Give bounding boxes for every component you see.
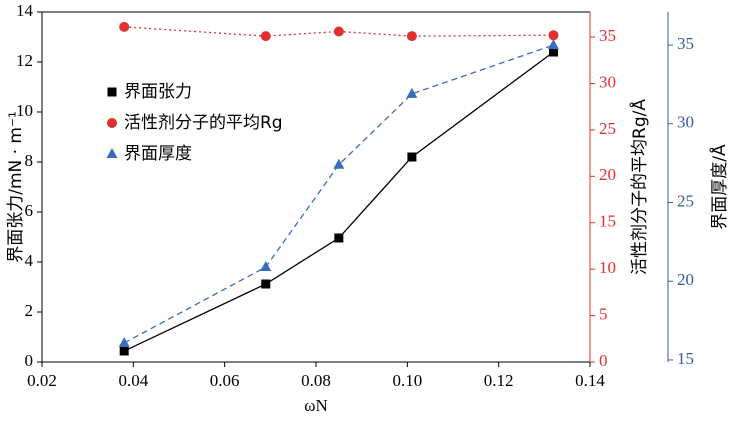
legend-label: 界面厚度 [124, 144, 192, 164]
x-tick-label: 0.14 [575, 371, 605, 390]
y2-tick-label: 5 [599, 304, 608, 323]
circle-marker [119, 21, 130, 32]
y2-tick-label: 0 [599, 351, 608, 370]
y-tick-label: 12 [16, 51, 33, 70]
triangle-marker [547, 39, 559, 50]
y3-axis-title: 界面厚度/Å [708, 144, 730, 230]
square-marker [107, 87, 117, 97]
y2-tick-label: 25 [599, 119, 616, 138]
x-tick-label: 0.12 [484, 371, 514, 390]
triangle-marker [118, 336, 130, 347]
circle-marker [107, 118, 117, 128]
triangle-marker [333, 158, 345, 169]
y-tick-label: 6 [25, 201, 34, 220]
y3-tick-label: 25 [677, 191, 694, 210]
square-marker [119, 346, 129, 356]
square-marker [261, 279, 271, 289]
y-tick-label: 8 [25, 151, 34, 170]
y-tick-label: 10 [16, 101, 33, 120]
y2-tick-label: 30 [599, 72, 616, 91]
y-tick-label: 0 [25, 351, 34, 370]
y2-tick-label: 10 [599, 258, 616, 277]
x-tick-label: 0.10 [392, 371, 422, 390]
y2-tick-label: 20 [599, 165, 616, 184]
y2-tick-label: 35 [599, 26, 616, 45]
y3-tick-label: 30 [677, 113, 694, 132]
circle-marker [333, 26, 344, 37]
square-marker [548, 47, 558, 57]
triangle-marker [406, 87, 418, 98]
y-axis-title: 界面张力/mN · m⁻¹ [6, 111, 26, 263]
y3-tick-label: 20 [677, 270, 694, 289]
x-tick-label: 0.04 [118, 371, 148, 390]
x-tick-label: 0.08 [301, 371, 331, 390]
y-tick-label: 2 [25, 301, 34, 320]
legend-label: 活性剂分子的平均Rg [124, 113, 283, 133]
x-tick-label: 0.02 [27, 371, 57, 390]
x-tick-label: 0.06 [210, 371, 240, 390]
circle-marker [406, 31, 417, 42]
x-axis-title: ωN [304, 396, 327, 415]
y3-tick-label: 35 [677, 34, 694, 53]
y3-tick-label: 15 [677, 349, 694, 368]
y2-tick-label: 15 [599, 212, 616, 231]
circle-marker [260, 31, 271, 42]
legend-label: 界面张力 [124, 82, 192, 102]
triangle-marker [106, 148, 118, 158]
square-marker [334, 233, 344, 243]
y-tick-label: 14 [16, 1, 34, 20]
triangle-marker [260, 261, 272, 272]
y-tick-label: 4 [25, 251, 34, 270]
square-marker [407, 152, 417, 162]
y2-axis-title: 活性剂分子的平均Rg/Å [628, 99, 650, 275]
circle-marker [548, 30, 559, 41]
